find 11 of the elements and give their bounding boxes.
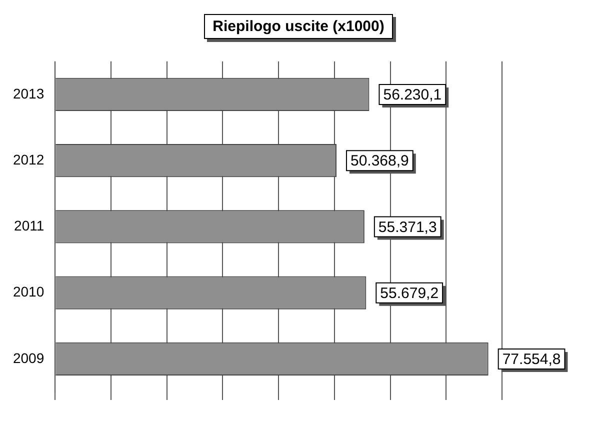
data-label: 56.230,1 [383, 86, 442, 104]
y-tick-label: 2009 [12, 350, 44, 366]
y-tick-label: 2013 [12, 85, 44, 102]
data-label: 55.371,3 [378, 218, 437, 236]
data-label: 55.679,2 [380, 284, 439, 302]
y-tick-label: 2010 [12, 284, 44, 300]
y-tick-label: 2011 [14, 218, 44, 234]
y-tick-label: 2012 [12, 151, 44, 168]
chart-title: Riepilogo uscite (x1000) [204, 14, 394, 39]
data-label: 50.368,9 [350, 152, 409, 170]
data-label: 77.554,8 [502, 351, 561, 368]
